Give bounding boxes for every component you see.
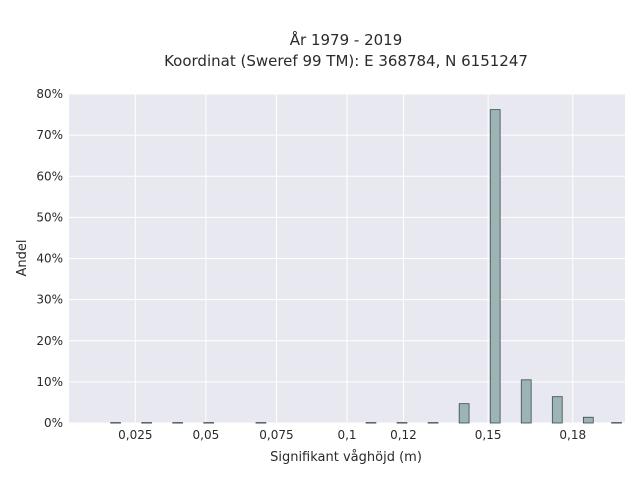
tick-labels: 0,025 0,05 0,075 0,1 0,12 0,15 0,18 0% 10% 20% 30%… <box>36 87 586 442</box>
histogram-bar <box>582 416 594 424</box>
y-tick-label: 30% <box>36 293 63 307</box>
histogram-bar <box>110 422 121 424</box>
bars <box>110 109 622 424</box>
y-tick-label: 20% <box>36 334 63 348</box>
x-tick-label: 0,05 <box>193 428 220 442</box>
chart-subtitle: Koordinat (Sweref 99 TM): E 368784, N 61… <box>164 52 528 70</box>
y-tick-label: 50% <box>36 210 63 224</box>
y-tick-label: 40% <box>36 252 63 266</box>
x-tick-label: 0,075 <box>259 428 293 442</box>
histogram-bar <box>489 109 501 424</box>
histogram-bar <box>520 379 532 424</box>
histogram-bar <box>365 422 377 424</box>
histogram-bar <box>611 422 622 424</box>
x-tick-label: 0,1 <box>337 428 356 442</box>
y-tick-label: 10% <box>36 375 63 389</box>
x-tick-label: 0,025 <box>118 428 152 442</box>
y-axis-label: Andel <box>15 240 30 277</box>
y-tick-label: 80% <box>36 87 63 101</box>
histogram-bar <box>396 422 408 424</box>
histogram-bar <box>172 422 183 424</box>
x-tick-label: 0,12 <box>390 428 417 442</box>
histogram-bar <box>458 403 470 424</box>
chart-title: År 1979 - 2019 <box>290 30 403 49</box>
x-tick-label: 0,18 <box>559 428 586 442</box>
histogram-bar <box>551 396 563 424</box>
x-axis-label: Signifikant våghöjd (m) <box>270 450 422 465</box>
histogram-bar <box>141 422 152 424</box>
y-tick-label: 0% <box>44 416 63 430</box>
histogram-bar <box>255 422 267 424</box>
x-tick-label: 0,15 <box>475 428 502 442</box>
grid-lines <box>69 93 625 424</box>
y-tick-label: 60% <box>36 169 63 183</box>
histogram-bar <box>203 422 215 424</box>
histogram-bar <box>427 422 439 424</box>
y-tick-label: 70% <box>36 128 63 142</box>
